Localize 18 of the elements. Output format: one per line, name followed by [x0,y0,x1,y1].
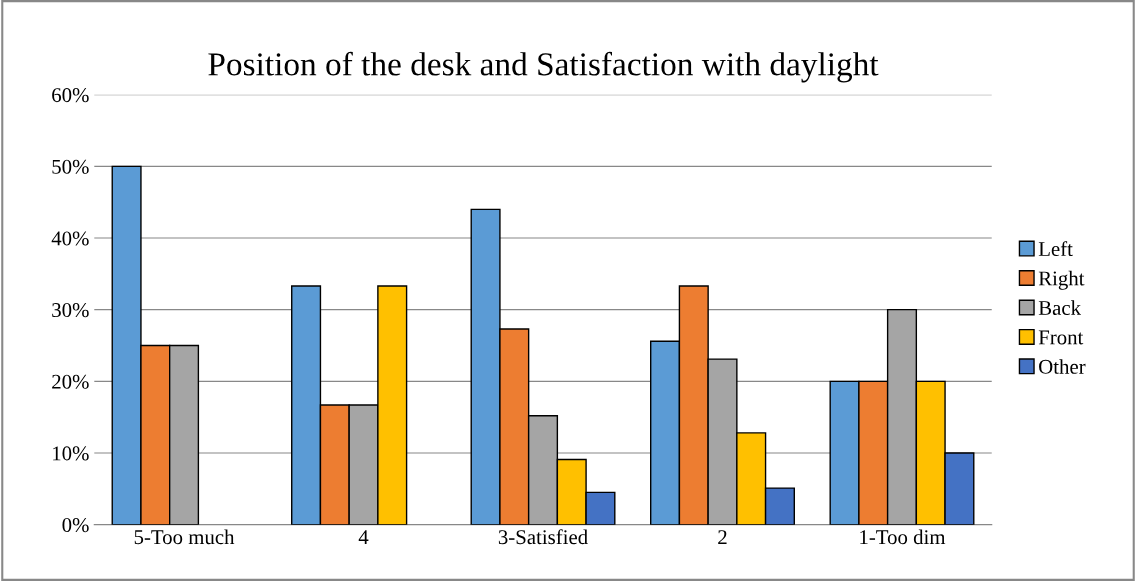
x-tick-label: 2 [718,530,727,544]
y-tick-label: 10% [53,446,89,461]
chart-title: Position of the desk and Satisfaction with daylight [208,51,879,83]
x-tick-label: 3-Satisfied [498,529,588,545]
legend-label: Left [1038,241,1073,257]
legend-label: Back [1038,300,1082,315]
legend-label: Other [1039,359,1086,374]
legend-label: Front [1038,330,1084,345]
x-tick-label: 4 [358,530,369,544]
y-tick-label: 20% [52,374,89,389]
y-tick-label: 0% [62,518,89,533]
y-tick-label: 50% [52,159,89,174]
legend-label: Right [1038,270,1085,290]
x-tick-label: 1-Too dim [860,529,946,545]
y-tick-label: 60% [52,88,89,103]
y-tick-label: 30% [52,303,89,318]
x-tick-label: 5-Too much [134,529,235,545]
y-tick-label: 40% [51,231,89,246]
